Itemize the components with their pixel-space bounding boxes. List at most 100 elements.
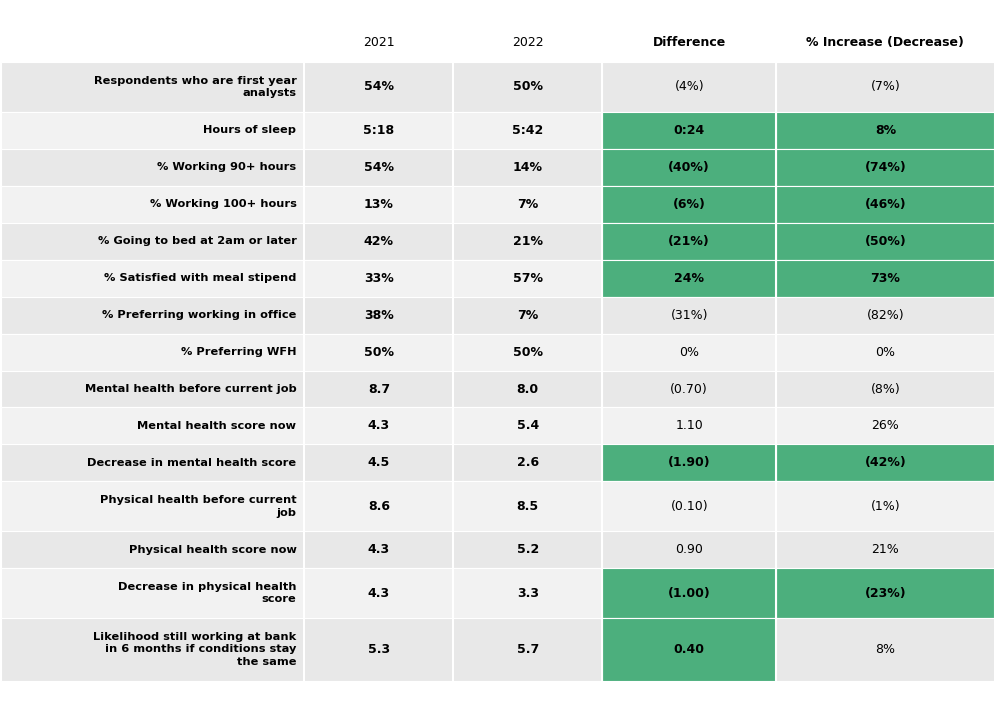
Text: Respondents who are first year
analysts: Respondents who are first year analysts — [94, 76, 297, 98]
Text: % Going to bed at 2am or later: % Going to bed at 2am or later — [98, 236, 297, 246]
Text: 57%: 57% — [513, 271, 543, 285]
Text: 5:18: 5:18 — [364, 124, 394, 136]
Bar — [1, 296, 603, 333]
Text: % Preferring working in office: % Preferring working in office — [102, 310, 297, 320]
Bar — [603, 223, 776, 260]
Text: 5.2: 5.2 — [517, 543, 539, 556]
Bar — [603, 62, 776, 111]
Bar — [776, 531, 995, 568]
Text: 14%: 14% — [513, 161, 543, 174]
Text: 54%: 54% — [364, 161, 393, 174]
Text: 7%: 7% — [517, 308, 539, 321]
Text: 3.3: 3.3 — [517, 587, 539, 600]
Bar — [603, 371, 776, 408]
Bar — [1, 568, 603, 618]
Text: % Working 90+ hours: % Working 90+ hours — [157, 162, 297, 172]
Text: 0%: 0% — [679, 346, 699, 358]
Bar — [1, 260, 603, 296]
Bar — [603, 111, 776, 149]
Bar — [603, 296, 776, 333]
Bar — [776, 445, 995, 481]
Text: 2.6: 2.6 — [517, 456, 539, 470]
Text: 33%: 33% — [364, 271, 393, 285]
Bar — [1, 149, 603, 186]
Text: (46%): (46%) — [865, 198, 906, 211]
Text: Difference: Difference — [652, 36, 726, 49]
Bar — [776, 111, 995, 149]
Text: Physical health score now: Physical health score now — [128, 545, 297, 555]
Text: (23%): (23%) — [865, 587, 906, 600]
Text: 2022: 2022 — [512, 36, 544, 49]
Text: 5:42: 5:42 — [512, 124, 544, 136]
Text: (6%): (6%) — [672, 198, 705, 211]
Bar — [1, 531, 603, 568]
Text: (40%): (40%) — [668, 161, 710, 174]
Text: 8%: 8% — [874, 124, 896, 136]
Text: (8%): (8%) — [871, 383, 900, 396]
Text: 5.3: 5.3 — [368, 643, 389, 656]
Bar — [1, 618, 603, 680]
Bar — [603, 568, 776, 618]
Text: % Working 100+ hours: % Working 100+ hours — [149, 199, 297, 209]
Bar — [603, 618, 776, 680]
Text: (0.10): (0.10) — [670, 500, 708, 513]
Bar — [776, 333, 995, 371]
Text: (82%): (82%) — [867, 308, 904, 321]
Text: 21%: 21% — [872, 543, 899, 556]
Bar — [776, 186, 995, 223]
Text: 73%: 73% — [871, 271, 900, 285]
Bar — [1, 333, 603, 371]
Bar — [776, 371, 995, 408]
Text: 2021: 2021 — [363, 36, 394, 49]
Text: Likelihood still working at bank
in 6 months if conditions stay
the same: Likelihood still working at bank in 6 mo… — [93, 632, 297, 667]
Bar — [1, 223, 603, 260]
Text: (7%): (7%) — [871, 80, 900, 94]
Bar — [603, 186, 776, 223]
Text: 5.4: 5.4 — [517, 420, 539, 433]
Bar — [1, 371, 603, 408]
Text: (50%): (50%) — [865, 235, 906, 248]
Text: (74%): (74%) — [865, 161, 906, 174]
Bar — [776, 568, 995, 618]
Bar — [603, 333, 776, 371]
Text: 1.10: 1.10 — [675, 420, 703, 433]
Bar — [1, 62, 603, 111]
Bar — [603, 260, 776, 296]
Bar — [1, 445, 603, 481]
Bar — [776, 408, 995, 445]
Text: 26%: 26% — [872, 420, 899, 433]
Text: 50%: 50% — [513, 346, 543, 358]
Text: Hours of sleep: Hours of sleep — [203, 125, 297, 135]
Text: (4%): (4%) — [674, 80, 704, 94]
Text: 50%: 50% — [364, 346, 393, 358]
Text: Physical health before current
job: Physical health before current job — [100, 495, 297, 518]
Bar — [603, 531, 776, 568]
Text: 8.0: 8.0 — [517, 383, 539, 396]
Text: % Increase (Decrease): % Increase (Decrease) — [807, 36, 964, 49]
Text: 8%: 8% — [875, 643, 895, 656]
Text: 38%: 38% — [364, 308, 393, 321]
Bar — [776, 223, 995, 260]
Text: 54%: 54% — [364, 80, 393, 94]
Text: 4.3: 4.3 — [368, 420, 389, 433]
Text: (0.70): (0.70) — [670, 383, 708, 396]
Text: 8.5: 8.5 — [517, 500, 539, 513]
Bar — [1, 481, 603, 531]
Text: Mental health score now: Mental health score now — [137, 421, 297, 431]
Bar — [776, 481, 995, 531]
Text: Mental health before current job: Mental health before current job — [85, 384, 297, 394]
Text: 0:24: 0:24 — [673, 124, 705, 136]
Text: 8.6: 8.6 — [368, 500, 389, 513]
Text: Decrease in mental health score: Decrease in mental health score — [88, 458, 297, 468]
Text: 13%: 13% — [364, 198, 393, 211]
Bar — [1, 111, 603, 149]
Text: 21%: 21% — [513, 235, 543, 248]
Text: (1.90): (1.90) — [668, 456, 710, 470]
Bar — [776, 62, 995, 111]
Bar — [603, 445, 776, 481]
Text: 0.90: 0.90 — [675, 543, 703, 556]
Bar — [776, 260, 995, 296]
Text: 0.40: 0.40 — [673, 643, 705, 656]
Text: 4.3: 4.3 — [368, 543, 389, 556]
Text: 8.7: 8.7 — [368, 383, 389, 396]
